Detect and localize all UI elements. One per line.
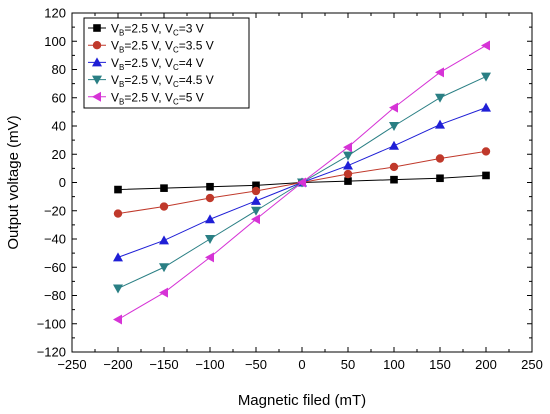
data-point [343,142,352,153]
data-point [251,214,260,225]
x-tick-label: −200 [103,357,132,372]
y-tick-label: −60 [44,260,66,275]
y-tick-label: −120 [37,345,66,360]
x-tick-label: −150 [149,357,178,372]
x-tick-label: 0 [298,357,305,372]
legend-marker [92,75,102,85]
data-point [205,252,214,263]
legend: VB=2.5 V, VC=3 VVB=2.5 V, VC=3.5 VVB=2.5… [83,17,250,109]
y-tick-label: 60 [52,90,66,105]
data-point [205,214,215,224]
y-tick-label: −100 [37,316,66,331]
data-point [159,287,168,298]
data-point [482,171,490,180]
data-point [436,174,444,183]
y-tick-label: 20 [52,147,66,162]
data-point [389,140,399,150]
data-point [113,284,123,294]
legend-marker [92,57,102,67]
data-point [344,177,352,185]
data-point [205,235,215,244]
data-point [113,314,122,325]
x-tick-label: −250 [57,357,86,372]
y-tick-label: 100 [44,34,66,49]
legend-marker [92,41,102,50]
data-point [435,67,444,78]
legend-item: VB=2.5 V, VC=4 V [88,56,204,72]
data-point [114,185,122,194]
data-point [435,93,445,103]
y-tick-label: −80 [44,288,66,303]
legend-label: VB=2.5 V, VC=5 V [111,90,204,106]
data-point [252,181,260,190]
legend-item: VB=2.5 V, VC=5 V [88,90,204,106]
data-point [159,235,169,245]
data-point [343,169,353,179]
x-tick-label: 250 [521,357,543,372]
y-tick-label: −40 [44,232,66,247]
legend-marker [93,24,101,32]
legend-marker [92,91,101,102]
data-point [113,252,123,262]
data-point [481,102,491,112]
data-point [206,182,214,191]
legend-box [83,17,250,109]
data-point [113,209,123,218]
data-point [481,72,491,82]
data-point [160,184,168,192]
legend-label: VB=2.5 V, VC=4.5 V [111,73,214,89]
legend-item: VB=2.5 V, VC=3.5 V [88,39,214,55]
y-tick-label: 40 [52,119,66,134]
data-point [343,160,353,170]
y-tick-label: 80 [52,62,66,77]
x-axis-label: Magnetic filed (mT) [238,392,366,409]
data-point [205,193,215,203]
x-tick-label: 200 [475,357,497,372]
legend-label: VB=2.5 V, VC=3.5 V [111,39,214,55]
series-5 [113,40,490,325]
data-point [389,122,399,131]
legend-label: VB=2.5 V, VC=3 V [111,22,204,38]
plot-frame: −250 −200 −150 −100 −50 0 50 100 150 200 250−120−1… [37,6,543,373]
data-point [297,177,306,188]
data-point [390,175,398,184]
data-point [435,154,445,163]
y-axis-label: Output voltage (mV) [5,115,22,249]
data-point [159,263,169,273]
data-point [251,195,261,205]
y-tick-label: 120 [44,6,66,21]
x-tick-label: −50 [245,357,267,372]
data-point [481,147,491,156]
x-tick-label: 150 [429,357,451,372]
data-point [251,206,261,216]
legend-item: VB=2.5 V, VC=4.5 V [88,73,214,89]
data-point [481,40,490,51]
legend-label: VB=2.5 V, VC=4 V [111,56,204,72]
series-layer [113,40,491,325]
x-tick-label: 50 [341,357,355,372]
x-tick-label: −100 [195,357,224,372]
y-tick-label: −20 [44,203,66,218]
data-point [389,162,399,172]
legend-item: VB=2.5 V, VC=3 V [88,22,204,38]
data-point [159,202,169,211]
data-point [343,151,353,161]
data-point [435,119,445,129]
y-tick-label: 0 [59,175,66,190]
data-point [389,102,398,113]
data-point [251,186,261,196]
x-tick-label: 100 [383,357,405,372]
